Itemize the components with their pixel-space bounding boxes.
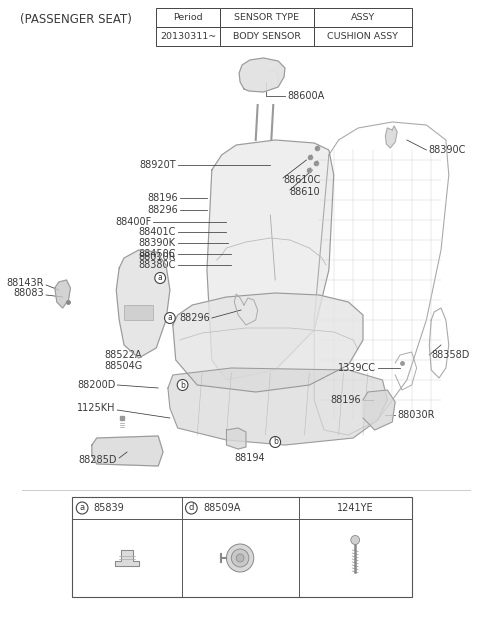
Polygon shape — [173, 293, 363, 392]
Text: 88285D: 88285D — [79, 455, 117, 465]
Text: 88196: 88196 — [330, 395, 361, 405]
Bar — [220, 8, 314, 27]
Text: 88194: 88194 — [234, 453, 265, 463]
Polygon shape — [239, 58, 285, 92]
Text: 1241YE: 1241YE — [337, 503, 373, 513]
Polygon shape — [168, 368, 387, 445]
Circle shape — [185, 502, 197, 514]
Text: 88296: 88296 — [179, 313, 210, 323]
Text: a: a — [158, 273, 163, 282]
Polygon shape — [207, 140, 334, 380]
Text: BODY SENSOR: BODY SENSOR — [233, 32, 301, 41]
Text: 88010R: 88010R — [139, 252, 176, 262]
Text: (PASSENGER SEAT): (PASSENGER SEAT) — [20, 13, 132, 26]
Text: 88450C: 88450C — [138, 249, 176, 259]
Text: 88400F: 88400F — [115, 217, 151, 227]
Polygon shape — [363, 390, 395, 430]
Circle shape — [155, 272, 166, 284]
Text: Period: Period — [173, 13, 203, 22]
Text: 88030R: 88030R — [397, 410, 434, 420]
Polygon shape — [227, 428, 246, 449]
Text: 88296: 88296 — [147, 205, 178, 215]
Text: 88509A: 88509A — [203, 503, 240, 513]
Bar — [220, 27, 314, 46]
Bar — [314, 8, 412, 27]
Polygon shape — [115, 550, 139, 566]
Circle shape — [76, 502, 88, 514]
Text: d: d — [189, 503, 194, 512]
Bar — [314, 27, 412, 46]
Polygon shape — [385, 126, 397, 148]
Circle shape — [165, 313, 175, 324]
Text: 88358D: 88358D — [431, 350, 469, 360]
Text: a: a — [80, 503, 84, 512]
Text: 88390K: 88390K — [139, 238, 176, 248]
Text: 88610: 88610 — [290, 187, 321, 197]
Text: b: b — [273, 437, 277, 446]
Bar — [156, 8, 220, 27]
Bar — [72, 497, 412, 597]
Text: 88196: 88196 — [147, 193, 178, 203]
Polygon shape — [116, 250, 170, 358]
Text: 88200D: 88200D — [77, 380, 115, 390]
Text: 88401C: 88401C — [138, 227, 176, 237]
Text: 1125KH: 1125KH — [77, 403, 115, 413]
Text: b: b — [180, 381, 185, 390]
Circle shape — [270, 437, 281, 447]
Polygon shape — [92, 436, 163, 466]
Text: ASSY: ASSY — [351, 13, 375, 22]
Text: 88380C: 88380C — [138, 260, 176, 270]
Text: 88522A: 88522A — [105, 350, 142, 360]
Polygon shape — [55, 280, 71, 308]
Text: 1339CC: 1339CC — [337, 363, 376, 373]
Text: 88610C: 88610C — [283, 175, 320, 185]
Text: 85839: 85839 — [94, 503, 125, 513]
Circle shape — [227, 544, 254, 572]
Text: a: a — [168, 313, 172, 322]
Circle shape — [177, 379, 188, 390]
Text: CUSHION ASSY: CUSHION ASSY — [327, 32, 398, 41]
Bar — [124, 305, 153, 320]
Text: 88390C: 88390C — [428, 145, 466, 155]
Bar — [156, 27, 220, 46]
Text: 88600A: 88600A — [287, 91, 324, 101]
Text: 88083: 88083 — [13, 288, 44, 298]
Text: 88143R: 88143R — [7, 278, 44, 288]
Text: SENSOR TYPE: SENSOR TYPE — [234, 13, 300, 22]
Text: 20130311~: 20130311~ — [160, 32, 216, 41]
Text: 88504G: 88504G — [105, 361, 143, 371]
Circle shape — [231, 549, 249, 567]
Circle shape — [236, 554, 244, 562]
Circle shape — [351, 535, 360, 544]
Text: 88920T: 88920T — [139, 160, 176, 170]
